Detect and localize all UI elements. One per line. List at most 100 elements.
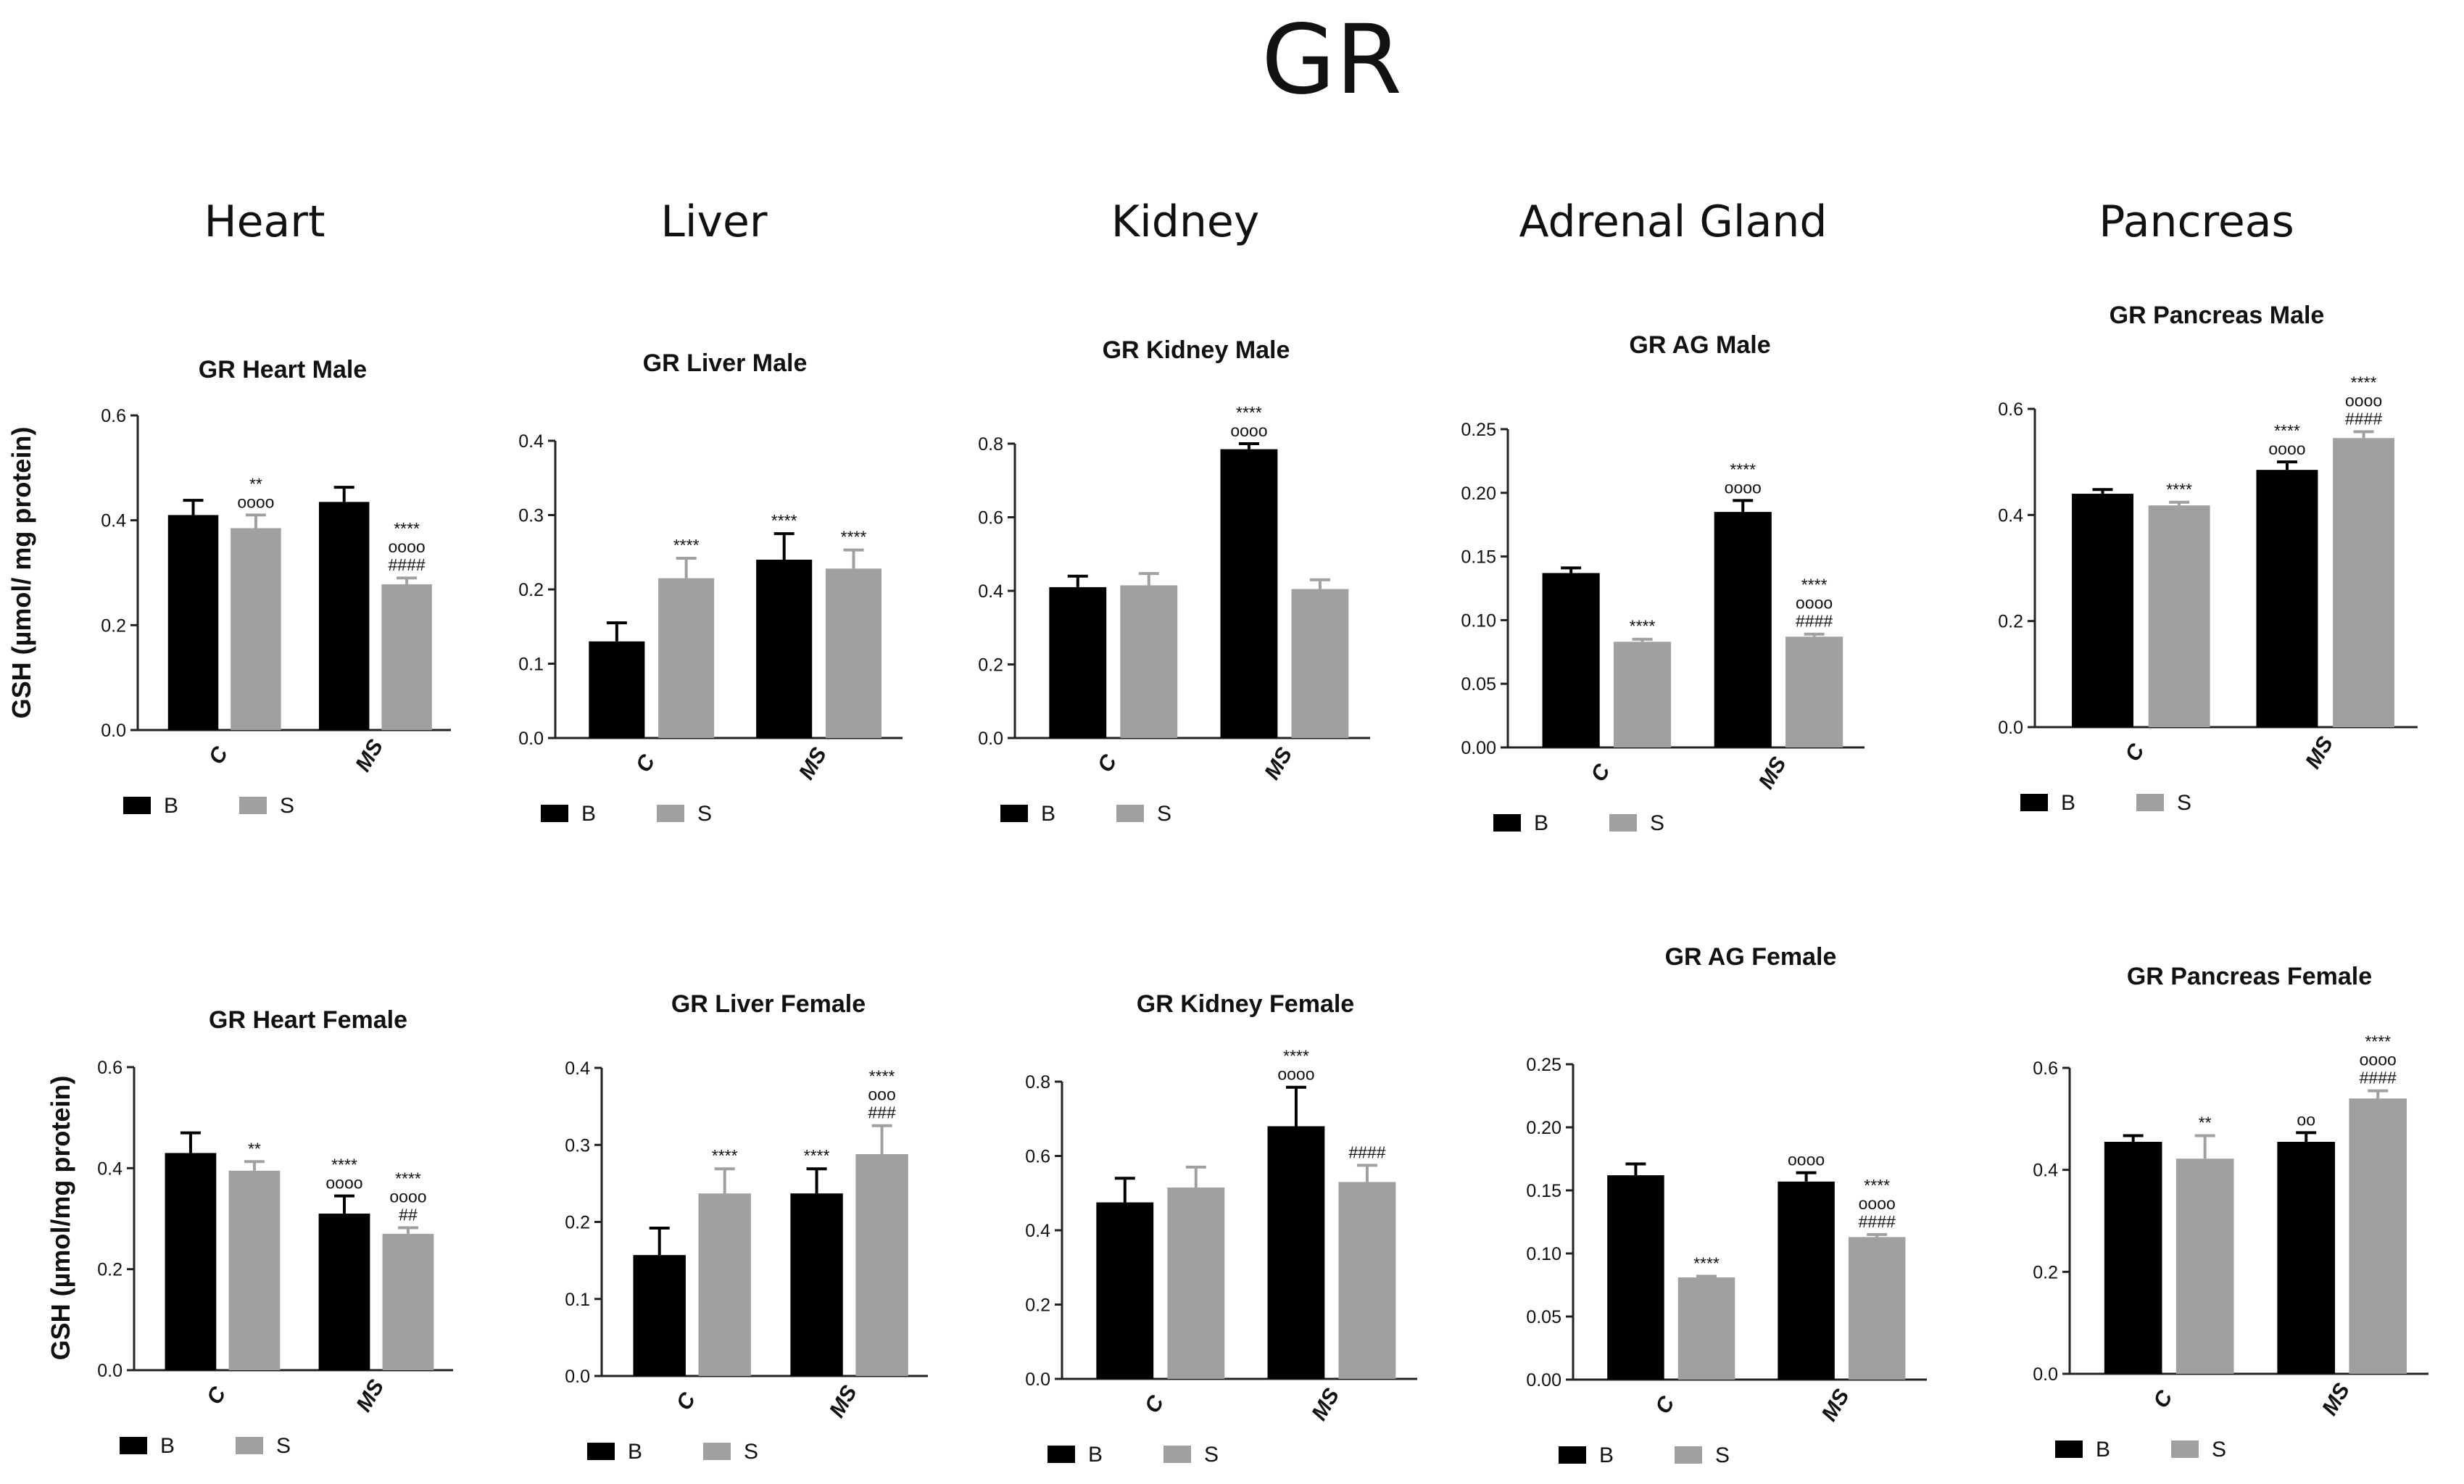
significance-label: ##: [399, 1206, 418, 1224]
organ-header-heart: Heart: [204, 196, 325, 247]
significance-label: ###: [868, 1103, 896, 1122]
y-tick-label: 0.0: [97, 1361, 123, 1381]
significance-label: ****: [673, 536, 700, 555]
bar-s-c: [698, 1193, 751, 1376]
y-tick-label: 0.10: [1461, 610, 1496, 631]
legend-swatch-s: [236, 1437, 263, 1454]
legend-swatch-s: [1116, 805, 1144, 822]
legend-label-b: B: [1041, 802, 1055, 826]
significance-label: ****: [1801, 576, 1828, 594]
significance-label: oooo: [325, 1174, 362, 1193]
chart-panel: GR Pancreas Female 0.0 0.2 0.4 0.6 ** Coo ****o…: [2033, 963, 2428, 1462]
y-tick-label: 0.4: [2033, 1161, 2058, 1181]
x-tick-label: C: [2149, 1385, 2178, 1412]
significance-label: ####: [2360, 1069, 2397, 1087]
legend-label-b: B: [164, 794, 178, 818]
significance-label: ****: [1630, 617, 1656, 636]
y-tick-label: 0.2: [97, 1260, 123, 1280]
y-tick-label: 0.20: [1526, 1118, 1561, 1138]
y-tick-label: 0.2: [1025, 1296, 1050, 1316]
legend-swatch-s: [1609, 814, 1637, 832]
significance-label: oo: [2297, 1110, 2315, 1129]
significance-label: **: [248, 1139, 261, 1158]
y-tick-label: 0.8: [1025, 1072, 1050, 1093]
bar-b-ms: [2277, 1141, 2336, 1374]
bar-s-c: [2148, 505, 2210, 727]
legend-label-s: S: [1157, 802, 1171, 826]
significance-label: ****: [2351, 373, 2377, 391]
bar-b-c: [589, 641, 645, 738]
significance-label: ####: [1859, 1212, 1896, 1231]
y-tick-label: 0.4: [1025, 1221, 1050, 1241]
y-tick-label: 0.0: [101, 721, 126, 741]
legend-label-s: S: [276, 1434, 291, 1458]
bar-b-ms: [1220, 449, 1278, 738]
significance-label: ****: [2274, 421, 2300, 440]
chart-title: GR Pancreas Male: [2110, 302, 2325, 329]
legend-label-b: B: [1599, 1443, 1614, 1467]
x-tick-label: MS: [1817, 1385, 1854, 1425]
legend-swatch-b: [1000, 805, 1028, 822]
chart-panel: GR Kidney Female 0.0 0.2 0.4 0.6 0.8 C ****oooo…: [1025, 990, 1417, 1467]
bar-s-c: [1613, 642, 1672, 747]
significance-label: ****: [869, 1067, 895, 1086]
chart-panel: GR Pancreas Male0.00.20.40.6****C****ooo…: [1998, 302, 2418, 815]
significance-label: ****: [804, 1146, 830, 1165]
x-tick-label: MS: [351, 736, 388, 776]
significance-label: ****: [1864, 1176, 1890, 1195]
bar-s-ms: [855, 1154, 908, 1376]
y-tick-label: 0.20: [1461, 484, 1496, 504]
x-tick-label: MS: [1260, 744, 1297, 784]
bar-b-ms: [1778, 1181, 1835, 1380]
bar-s-c: [228, 1170, 281, 1370]
significance-label: ****: [1283, 1047, 1309, 1066]
legend-swatch-s: [1675, 1446, 1702, 1464]
significance-label: ****: [771, 511, 797, 530]
significance-label: ****: [2166, 480, 2192, 499]
y-tick-label: 0.2: [1998, 612, 2023, 632]
bar-b-ms: [318, 502, 370, 730]
legend-swatch-b: [1493, 814, 1521, 832]
y-tick-label: 0.15: [1526, 1181, 1561, 1201]
figure-title: GR: [1261, 4, 1402, 116]
chart-title: GR Heart Male: [199, 356, 367, 384]
chart-title: GR Liver Male: [643, 349, 808, 377]
bar-s-ms: [1338, 1182, 1396, 1379]
significance-label: ooo: [868, 1085, 895, 1104]
y-tick-label: 0.0: [518, 729, 544, 749]
bar-b-ms: [790, 1193, 843, 1376]
y-tick-label: 0.0: [1025, 1369, 1050, 1390]
y-tick-label: 0.2: [2033, 1262, 2058, 1282]
significance-label: ####: [2345, 409, 2382, 428]
legend-label-s: S: [1715, 1443, 1730, 1467]
y-tick-label: 0.6: [1025, 1147, 1050, 1167]
y-tick-label: 0.00: [1461, 738, 1496, 758]
y-tick-label: 0.05: [1526, 1307, 1561, 1327]
y-tick-label: 0.2: [101, 615, 126, 636]
bar-s-c: [658, 578, 715, 738]
bar-s-ms: [825, 568, 882, 738]
significance-label: ####: [1796, 612, 1833, 631]
bar-b-c: [167, 515, 219, 730]
bar-b-ms: [756, 560, 813, 738]
y-tick-label: 0.6: [2033, 1058, 2058, 1079]
x-tick-label: C: [202, 1382, 231, 1408]
bar-s-c: [2175, 1158, 2234, 1374]
bar-s-c: [231, 528, 281, 730]
y-tick-label: 0.0: [978, 729, 1003, 749]
significance-label: ####: [1348, 1143, 1385, 1161]
x-tick-label: C: [631, 750, 660, 776]
legend-swatch-s: [657, 805, 684, 822]
legend-label-b: B: [160, 1434, 175, 1458]
legend-label-s: S: [1650, 811, 1664, 835]
y-tick-label: 0.3: [518, 506, 544, 526]
significance-label: oooo: [389, 1187, 426, 1206]
y-tick-label: 0.0: [565, 1367, 590, 1387]
organ-header-adrenal-gland: Adrenal Gland: [1519, 196, 1828, 247]
y-tick-label: 0.0: [1998, 718, 2023, 738]
bar-s-ms: [382, 1233, 434, 1370]
significance-label: oooo: [1230, 421, 1267, 440]
x-tick-label: C: [204, 742, 233, 768]
significance-label: ****: [841, 528, 867, 547]
